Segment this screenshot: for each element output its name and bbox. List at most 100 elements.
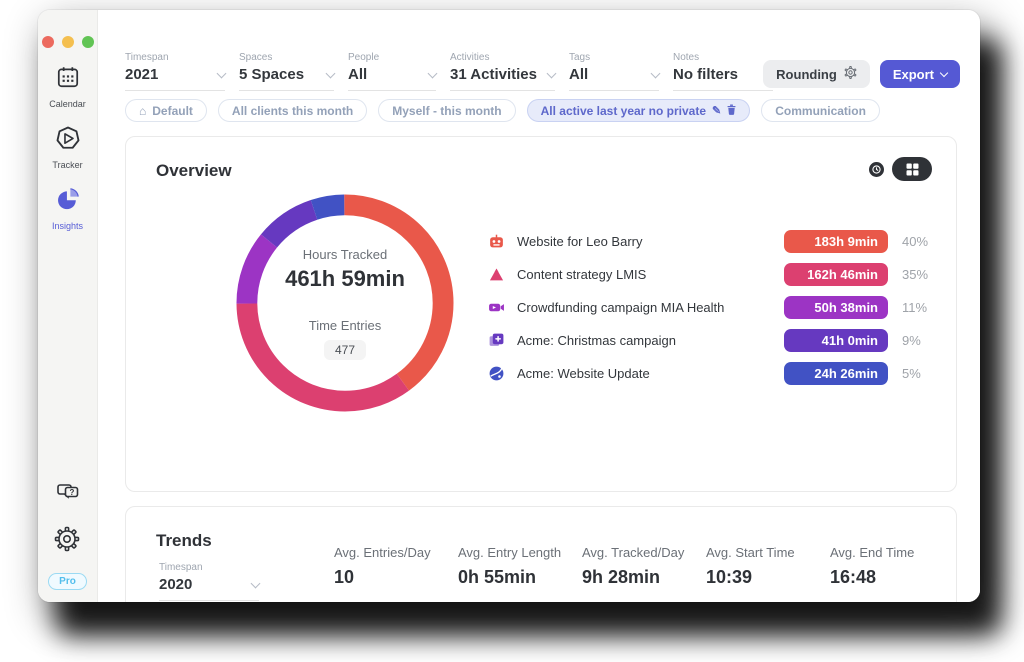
overview-card: Overview H: [125, 136, 957, 492]
legend-percent: 35%: [902, 267, 929, 282]
stat-label: Avg. Tracked/Day: [582, 545, 685, 560]
chip-default[interactable]: ⌂ Default: [125, 99, 207, 122]
sidebar-item-insights[interactable]: Insights: [49, 186, 86, 231]
legend-row[interactable]: Crowdfunding campaign MIA Health 50h 38m…: [488, 291, 936, 324]
legend-percent: 9%: [902, 333, 921, 348]
home-icon: ⌂: [139, 103, 147, 118]
dropdown-value: 5 Spaces: [239, 66, 305, 83]
chevron-down-icon: [216, 68, 227, 78]
chevron-down-icon: [250, 578, 261, 588]
dropdown-value: 31 Activities: [450, 66, 537, 83]
chip-label: All active last year no private: [540, 103, 707, 118]
legend-label: Website for Leo Barry: [517, 234, 643, 249]
legend-label: Content strategy LMIS: [517, 267, 647, 282]
dropdown-label: Notes: [673, 52, 700, 63]
sidebar-item-tracker[interactable]: Tracker: [49, 125, 86, 170]
sidebar-item-calendar[interactable]: Calendar: [49, 64, 86, 109]
main-content: Timespan 2021 Spaces 5 Spaces People All…: [98, 10, 980, 602]
zoom-window-button[interactable]: [81, 36, 94, 48]
hours-tracked-value: 461h 59min: [285, 265, 405, 291]
stat-avg-end-time: Avg. End Time 16:48: [830, 545, 954, 588]
dropdown-label: Spaces: [239, 52, 273, 63]
dropdown-label: Timespan: [125, 52, 169, 63]
dropdown-label: Activities: [450, 52, 490, 63]
duration-badge: 24h 26min: [784, 362, 888, 385]
chip-myself-this-month[interactable]: Myself - this month: [378, 99, 516, 122]
legend-row[interactable]: Acme: Website Update 24h 26min 5%: [488, 357, 936, 390]
dropdown-value: All: [569, 66, 589, 83]
export-button[interactable]: Export: [879, 60, 960, 88]
stat-value: 10:39: [706, 567, 753, 587]
stat-value: 10: [334, 567, 355, 587]
duration-badge: 41h 0min: [784, 329, 888, 352]
grid-view-button[interactable]: [892, 157, 932, 181]
globe-icon: [488, 365, 505, 382]
legend-label: Acme: Website Update: [517, 366, 650, 381]
time-entries-value: 477: [323, 339, 367, 360]
chart-legend: Website for Leo Barry 183h 9min 40% Cont…: [488, 225, 936, 390]
dropdown-value: 2021: [125, 66, 159, 83]
legend-label: Acme: Christmas campaign: [517, 333, 676, 348]
spaces-dropdown[interactable]: Spaces 5 Spaces: [239, 52, 336, 91]
donut-chart: Hours Tracked 461h 59min Time Entries 47…: [236, 194, 454, 412]
chevron-down-icon: [427, 68, 438, 78]
overview-title: Overview: [156, 161, 232, 180]
dropdown-label: Timespan: [159, 562, 203, 573]
people-dropdown[interactable]: People All: [348, 52, 438, 91]
insights-pie-icon: [55, 186, 81, 217]
stat-avg-entries-day: Avg. Entries/Day 10: [334, 545, 458, 588]
rounding-button-label: Rounding: [776, 66, 837, 82]
stat-value: 16:48: [830, 567, 877, 587]
notes-dropdown[interactable]: Notes No filters: [673, 52, 775, 91]
legend-label: Crowdfunding campaign MIA Health: [517, 300, 725, 315]
settings-gear-icon[interactable]: [54, 526, 80, 557]
trends-title: Trends: [156, 531, 212, 550]
hours-tracked-label: Hours Tracked: [302, 246, 388, 262]
chevron-down-icon: [939, 68, 949, 77]
chip-label: Default: [152, 103, 193, 118]
chip-all-clients-this-month[interactable]: All clients this month: [217, 99, 368, 122]
pro-badge: Pro: [48, 573, 87, 590]
legend-percent: 40%: [902, 234, 929, 249]
minimize-window-button[interactable]: [61, 36, 74, 48]
legend-row[interactable]: Website for Leo Barry 183h 9min 40%: [488, 225, 936, 258]
dropdown-label: People: [348, 52, 380, 63]
duration-badge: 50h 38min: [784, 296, 888, 319]
legend-percent: 5%: [902, 366, 921, 381]
rounding-button[interactable]: Rounding: [763, 60, 870, 88]
help-chat-icon[interactable]: ?: [53, 477, 81, 510]
stat-label: Avg. Start Time: [706, 545, 795, 560]
trends-stats: Avg. Entries/Day 10 Avg. Entry Length 0h…: [334, 545, 954, 588]
timespan-dropdown[interactable]: Timespan 2021: [125, 52, 227, 91]
video-camera-icon: [488, 299, 505, 316]
clock-view-button[interactable]: [869, 161, 884, 177]
sidebar-item-label: Calendar: [49, 99, 86, 109]
trends-timespan-dropdown[interactable]: Timespan 2020: [159, 562, 261, 601]
legend-row[interactable]: Content strategy LMIS 162h 46min 35%: [488, 258, 936, 291]
chip-label: All clients this month: [231, 103, 354, 118]
chip-label: Myself - this month: [392, 103, 502, 118]
add-image-icon: [488, 332, 505, 349]
app-window: Calendar Tracker: [38, 10, 980, 602]
stat-avg-tracked-day: Avg. Tracked/Day 9h 28min: [582, 545, 706, 588]
chip-all-active-last-year-no-private[interactable]: All active last year no private ✎: [526, 99, 751, 122]
edit-pencil-icon[interactable]: ✎: [712, 105, 722, 117]
time-entries-label: Time Entries: [308, 317, 382, 333]
mountain-icon: [488, 266, 505, 283]
chevron-down-icon: [546, 68, 557, 78]
preset-chips: ⌂ Default All clients this month Myself …: [125, 99, 880, 122]
stat-avg-entry-length: Avg. Entry Length 0h 55min: [458, 545, 582, 588]
stat-label: Avg. Entries/Day: [334, 545, 431, 560]
legend-row[interactable]: Acme: Christmas campaign 41h 0min 9%: [488, 324, 936, 357]
activities-dropdown[interactable]: Activities 31 Activities: [450, 52, 557, 91]
sidebar: Calendar Tracker: [38, 10, 98, 602]
delete-trash-icon[interactable]: [727, 104, 736, 118]
tags-dropdown[interactable]: Tags All: [569, 52, 661, 91]
filter-bar: Timespan 2021 Spaces 5 Spaces People All…: [125, 52, 787, 91]
dropdown-value: 2020: [159, 576, 193, 593]
chip-communication[interactable]: Communication: [761, 99, 880, 122]
stat-label: Avg. Entry Length: [458, 545, 562, 560]
close-window-button[interactable]: [41, 36, 54, 48]
window-controls: [41, 36, 94, 48]
chevron-down-icon: [325, 68, 336, 78]
